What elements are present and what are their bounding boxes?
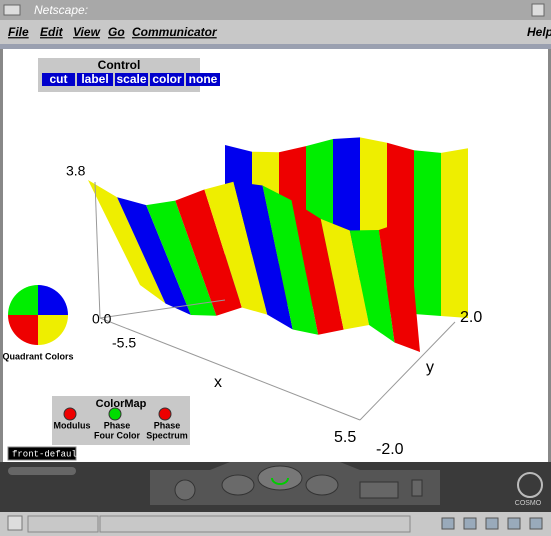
menu-item[interactable]: View [73, 25, 101, 39]
frame [0, 49, 3, 462]
nav-button[interactable] [360, 482, 398, 498]
colormap-sublabel: Four Color [94, 430, 140, 440]
control-button-label[interactable]: scale [116, 72, 146, 86]
axis-label: -2.0 [376, 441, 404, 458]
control-button-label[interactable]: cut [50, 72, 68, 86]
window-title: Netscape: [34, 3, 88, 17]
nav-button[interactable] [412, 480, 422, 496]
tray-icon[interactable] [508, 518, 520, 529]
axis-title: x [214, 374, 222, 391]
viewpoint: front-default [12, 449, 82, 459]
colormap-title: ColorMap [96, 398, 147, 410]
control-button-label[interactable]: color [152, 72, 182, 86]
control-button-label[interactable]: label [81, 72, 108, 86]
axis-label: -5.5 [112, 335, 136, 351]
tray-icon[interactable] [486, 518, 498, 529]
axis-title: y [426, 359, 434, 376]
control-title: Control [98, 58, 141, 72]
brand: COSMO [515, 500, 542, 507]
colormap-label: Modulus [54, 420, 91, 430]
menu-help[interactable]: Help [527, 25, 551, 39]
axis-label: 5.5 [334, 429, 356, 446]
colormap-option[interactable] [64, 408, 76, 420]
tray-icon[interactable] [530, 518, 542, 529]
colormap-option[interactable] [159, 408, 171, 420]
colormap-label: Phase [104, 420, 131, 430]
axis-label: 0.0 [92, 311, 112, 327]
surface-stripe [441, 148, 468, 318]
window-button[interactable] [532, 4, 544, 16]
menu-item[interactable]: Communicator [132, 25, 218, 39]
status-icon [8, 516, 22, 530]
tray-icon[interactable] [442, 518, 454, 529]
nav-button[interactable] [222, 475, 254, 495]
colormap-label: Phase [154, 420, 181, 430]
colormap-option[interactable] [109, 408, 121, 420]
screen: Netscape: File Edit View Go Communicator Hel… [0, 0, 551, 536]
axis-label: 3.8 [66, 163, 86, 179]
menu-item[interactable]: Go [108, 25, 125, 39]
quadrant-label: Quadrant Colors [2, 351, 73, 361]
control-button-label[interactable]: none [189, 72, 218, 86]
axis-label: 2.0 [460, 309, 482, 326]
menu-item[interactable]: Edit [40, 25, 64, 39]
quadrant-legend [8, 285, 68, 345]
nav-button[interactable] [175, 480, 195, 500]
surface-stripe [414, 150, 441, 316]
menu-item[interactable]: File [8, 25, 29, 39]
page: Netscape: File Edit View Go Communicator Hel… [0, 0, 551, 536]
viewpoint-slider[interactable] [8, 467, 76, 475]
tray-icon[interactable] [464, 518, 476, 529]
nav-button[interactable] [306, 475, 338, 495]
nav-button[interactable] [258, 466, 302, 490]
colormap-sublabel: Spectrum [146, 430, 188, 440]
window-menu-button[interactable] [4, 5, 20, 15]
toolbar-strip [0, 44, 551, 49]
